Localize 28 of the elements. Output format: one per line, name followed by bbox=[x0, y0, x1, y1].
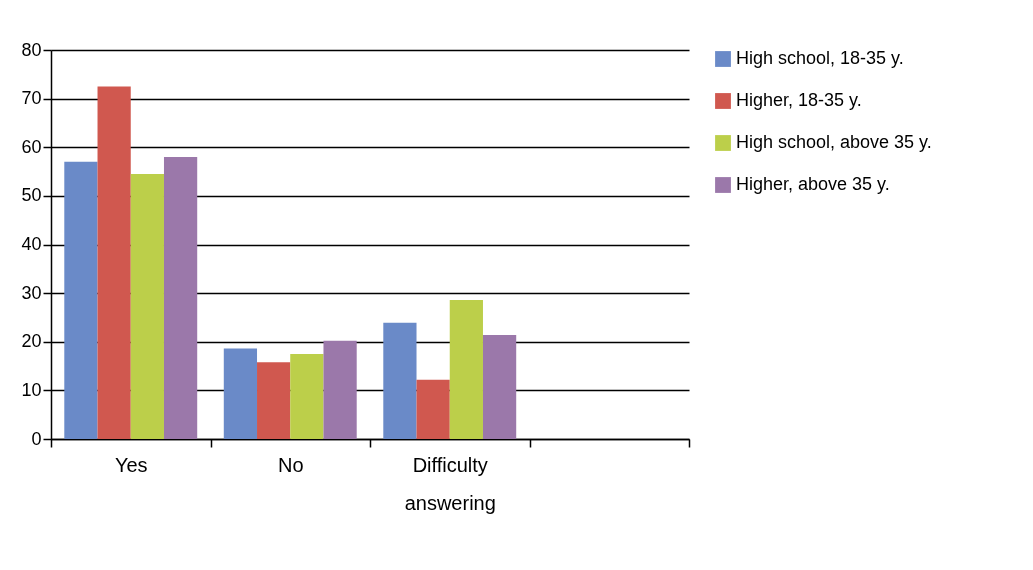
bar bbox=[97, 86, 131, 439]
y-tick-label: 80 bbox=[21, 39, 42, 60]
bar bbox=[290, 353, 324, 439]
y-tick-label: 0 bbox=[31, 428, 42, 449]
x-tick-label: Difficulty answering bbox=[404, 453, 496, 514]
y-tick-label: 50 bbox=[21, 185, 42, 206]
bar bbox=[257, 362, 291, 439]
bar bbox=[223, 348, 258, 439]
legend-label: Higher, 18-35 y. bbox=[736, 90, 862, 110]
bar bbox=[482, 334, 517, 439]
bar bbox=[163, 156, 198, 439]
y-tick-label: 20 bbox=[21, 331, 42, 352]
bar bbox=[130, 173, 164, 439]
bar bbox=[416, 379, 450, 439]
legend-label: High school, 18-35 y. bbox=[736, 48, 904, 68]
bar bbox=[383, 322, 417, 439]
legend-label: Higher, above 35 y. bbox=[736, 174, 890, 194]
y-tick-label: 40 bbox=[21, 234, 42, 254]
x-tick-label: Yes bbox=[114, 453, 148, 476]
y-tick-label: 30 bbox=[21, 282, 42, 303]
legend-label: High school, above 35 y. bbox=[736, 132, 932, 152]
bar bbox=[64, 161, 98, 439]
y-tick-label: 10 bbox=[21, 379, 42, 400]
y-tick-label: 70 bbox=[21, 88, 42, 109]
bar bbox=[323, 340, 357, 439]
x-tick-label: No bbox=[277, 453, 304, 476]
bar bbox=[449, 299, 483, 439]
y-tick-label: 60 bbox=[21, 136, 42, 157]
